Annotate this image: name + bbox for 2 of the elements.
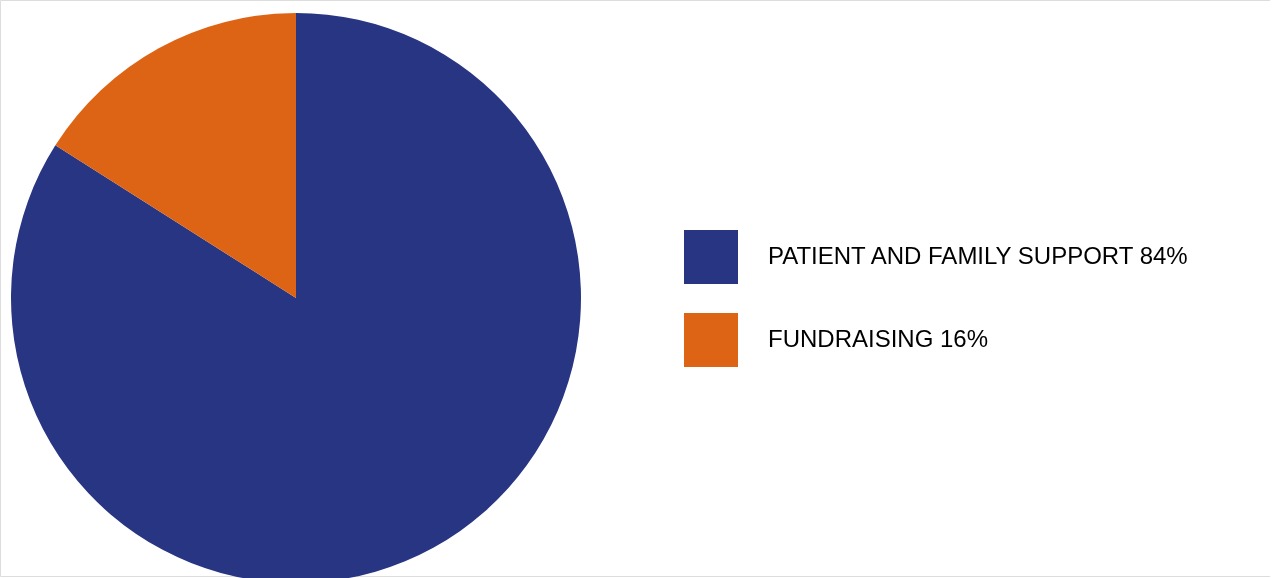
- legend-label: PATIENT AND FAMILY SUPPORT 84%: [768, 242, 1188, 269]
- legend-label: FUNDRAISING 16%: [768, 325, 989, 352]
